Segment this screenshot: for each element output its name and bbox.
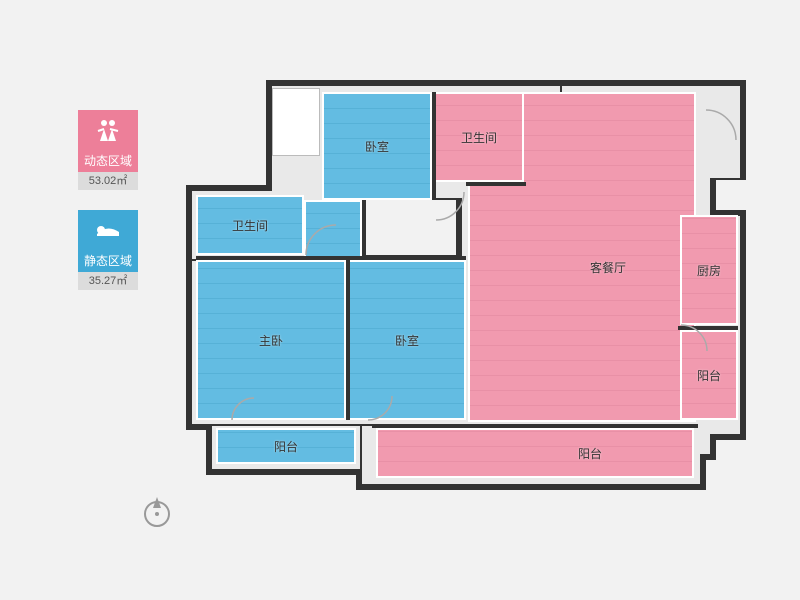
compass-icon [140,495,174,529]
legend-static-value: 35.27㎡ [78,272,138,290]
legend-static: 静态区域 35.27㎡ [78,210,138,290]
stage: 动态区域 53.02㎡ 静态区域 35.27㎡ [0,0,800,600]
legend-static-title: 静态区域 [78,250,138,272]
door-arcs [186,80,746,500]
floorplan: 客餐厅 卫生间 厨房 阳台 阳台 卧室 卫生间 主卧 [186,80,746,500]
legend-dynamic: 动态区域 53.02㎡ [78,110,138,190]
people-icon [78,110,138,150]
sleep-icon [78,210,138,250]
legend-dynamic-value: 53.02㎡ [78,172,138,190]
legend-dynamic-title: 动态区域 [78,150,138,172]
